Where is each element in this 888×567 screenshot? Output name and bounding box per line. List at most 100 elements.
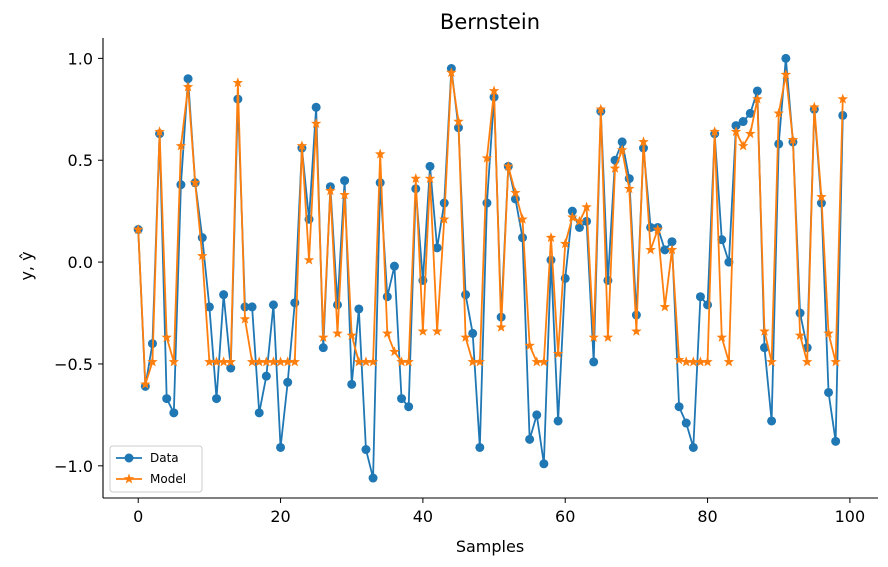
- y-tick-label: −0.5: [54, 355, 93, 374]
- model-point: [538, 356, 550, 367]
- data-point: [432, 243, 442, 253]
- model-point: [382, 327, 393, 338]
- model-point: [730, 126, 742, 137]
- data-point: [268, 300, 278, 310]
- data-point: [340, 176, 350, 186]
- model-point: [645, 244, 656, 255]
- model-point: [211, 356, 222, 367]
- data-point: [375, 178, 385, 188]
- data-point: [219, 290, 229, 300]
- model-point: [659, 301, 671, 312]
- data-point: [361, 445, 371, 455]
- model-point: [154, 126, 165, 137]
- model-point: [417, 325, 429, 336]
- legend-swatch-marker: [123, 473, 135, 484]
- model-point: [609, 162, 621, 173]
- data-point: [660, 245, 670, 255]
- model-point: [367, 356, 379, 367]
- model-point: [424, 173, 436, 184]
- model-point: [218, 356, 229, 367]
- data-point: [347, 379, 357, 389]
- x-tick-label: 80: [697, 507, 717, 526]
- data-point: [695, 292, 705, 302]
- model-point: [816, 191, 827, 202]
- model-point: [631, 325, 642, 336]
- model-point: [282, 356, 293, 367]
- model-point: [389, 346, 400, 357]
- model-point: [303, 254, 315, 265]
- model-point: [296, 140, 308, 151]
- model-point: [275, 356, 286, 367]
- model-point: [232, 77, 244, 88]
- data-point: [461, 290, 471, 300]
- model-point: [204, 356, 215, 367]
- model-point: [688, 356, 699, 367]
- data-point: [204, 302, 214, 312]
- model-point: [261, 356, 272, 367]
- model-point: [360, 356, 372, 367]
- model-point: [439, 213, 450, 224]
- data-point: [589, 357, 599, 367]
- model-point: [474, 356, 486, 367]
- model-point: [268, 356, 279, 367]
- legend: Data Model: [109, 445, 203, 493]
- y-tick-label: −1.0: [54, 457, 93, 476]
- model-point: [161, 331, 172, 342]
- model-point: [794, 329, 806, 340]
- data-point: [681, 418, 691, 428]
- model-point: [503, 160, 514, 171]
- model-point: [481, 152, 493, 163]
- data-point: [368, 473, 378, 483]
- y-axis-title: y, ŷ: [17, 251, 36, 280]
- legend-label: Data: [150, 451, 179, 465]
- data-point: [162, 394, 172, 404]
- model-point: [239, 313, 251, 324]
- data-point: [831, 436, 841, 446]
- model-point: [517, 213, 528, 224]
- model-point: [567, 211, 578, 222]
- data-point: [176, 180, 186, 190]
- model-point: [189, 177, 201, 188]
- data-point: [254, 408, 264, 418]
- data-point: [525, 434, 535, 444]
- data-point: [553, 416, 563, 426]
- data-point: [518, 233, 528, 243]
- data-point: [169, 408, 179, 418]
- chart-title: Bernstein: [440, 10, 540, 34]
- x-tick-label: 20: [270, 507, 290, 526]
- data-point: [688, 442, 698, 452]
- model-point: [246, 356, 258, 367]
- model-point: [759, 325, 770, 336]
- model-point: [147, 356, 158, 367]
- x-tick-label: 100: [835, 507, 866, 526]
- model-point: [524, 340, 535, 351]
- model-point: [638, 136, 649, 147]
- model-point: [197, 250, 208, 261]
- model-point: [225, 356, 236, 367]
- data-point: [212, 394, 222, 404]
- model-point: [837, 93, 848, 104]
- data-point: [404, 402, 414, 412]
- data-point: [482, 198, 492, 208]
- x-tick-label: 60: [555, 507, 575, 526]
- model-point: [460, 331, 471, 342]
- model-point: [545, 232, 557, 243]
- data-point: [197, 233, 207, 243]
- data-point: [574, 222, 584, 232]
- data-point: [425, 161, 435, 171]
- model-point: [780, 69, 792, 80]
- data-point: [475, 442, 485, 452]
- data-point: [226, 363, 236, 373]
- model-point: [773, 107, 784, 118]
- model-point: [595, 103, 607, 114]
- data-point: [332, 300, 342, 310]
- legend-entry-data: Data: [116, 451, 179, 465]
- data-point: [752, 86, 762, 96]
- series-model: [133, 67, 848, 389]
- model-point: [510, 187, 521, 198]
- data-point: [717, 235, 727, 245]
- model-point: [823, 327, 834, 338]
- legend-label: Model: [150, 472, 186, 486]
- model-point: [175, 140, 187, 151]
